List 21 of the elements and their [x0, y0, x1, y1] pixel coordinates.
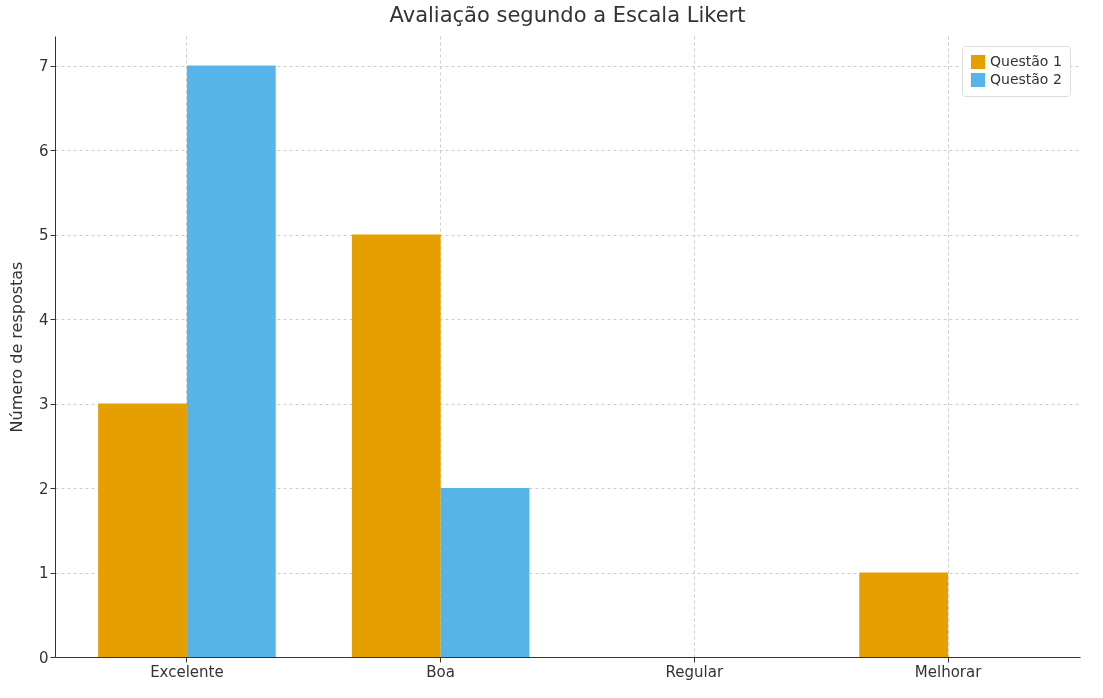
y-tick-label: 7: [38, 57, 49, 76]
y-tick-label: 5: [38, 226, 49, 245]
bar: [98, 403, 187, 657]
x-tick-label: Regular: [665, 662, 724, 681]
chart-title: Avaliação segundo a Escala Likert: [389, 3, 746, 27]
bar: [186, 65, 276, 657]
y-tick-label: 0: [38, 648, 49, 667]
y-tick-label: 4: [38, 310, 49, 329]
bar: [440, 488, 530, 657]
y-axis-title: Número de respostas: [6, 261, 26, 433]
x-tick-label: Excelente: [150, 662, 224, 681]
y-tick-label: 1: [38, 564, 49, 583]
legend-label: Questão 1: [990, 53, 1062, 69]
bar: [859, 572, 949, 657]
legend-label: Questão 2: [990, 71, 1062, 87]
x-tick-label: Boa: [426, 662, 455, 681]
x-tick-label: Melhorar: [914, 662, 983, 681]
y-tick-label: 2: [38, 479, 49, 498]
y-tick-label: 6: [38, 141, 49, 160]
bar: [351, 234, 441, 657]
y-tick-label: 3: [38, 395, 49, 414]
